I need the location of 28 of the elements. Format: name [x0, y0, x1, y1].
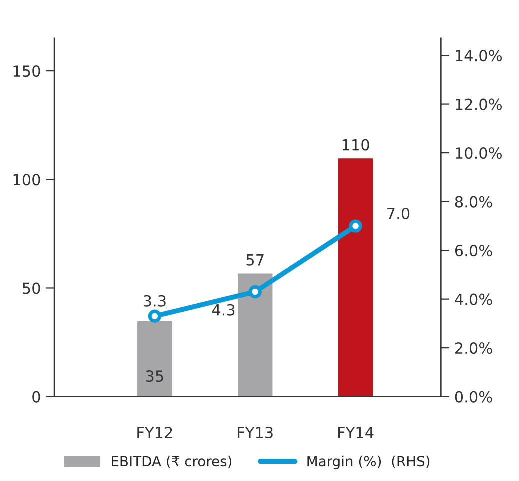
- y-tick-label: 0: [32, 391, 40, 403]
- data-label: 7.0: [388, 208, 410, 220]
- data-label: 3.3: [144, 295, 166, 307]
- data-label: 4.3: [212, 304, 235, 316]
- x-tick-label: FY12: [138, 426, 172, 438]
- bar: [236, 272, 274, 397]
- y2-tick-label: 0.0%: [455, 391, 492, 403]
- text: Margin (%) (RHS): [308, 456, 430, 470]
- legend-label: EBITDA (₹ crores): [112, 456, 232, 468]
- data-label: 57: [246, 254, 264, 266]
- y2-tick-label: 12.0%: [456, 98, 502, 110]
- y2-tick-label: 10.0%: [456, 148, 502, 160]
- y-tick-label: 100: [14, 174, 40, 186]
- y-tick-label: 50: [23, 282, 40, 294]
- y2-tick-label: 2.0%: [455, 342, 492, 354]
- y2-tick-label: 6.0%: [455, 245, 492, 257]
- x-tick-label: FY13: [238, 426, 273, 439]
- y2-tick-label: 14.0%: [456, 50, 502, 62]
- data-label: 35: [146, 370, 164, 382]
- y2-tick-label: 4.0%: [455, 294, 492, 306]
- y2-tick-label: 8.0%: [455, 196, 492, 208]
- point: [349, 220, 362, 233]
- x-tick-label: FY14: [338, 427, 374, 438]
- bar: [337, 157, 375, 397]
- data-label: 110: [342, 139, 370, 151]
- point: [248, 285, 262, 299]
- point: [148, 310, 162, 323]
- y-tick-label: 150: [14, 66, 40, 78]
